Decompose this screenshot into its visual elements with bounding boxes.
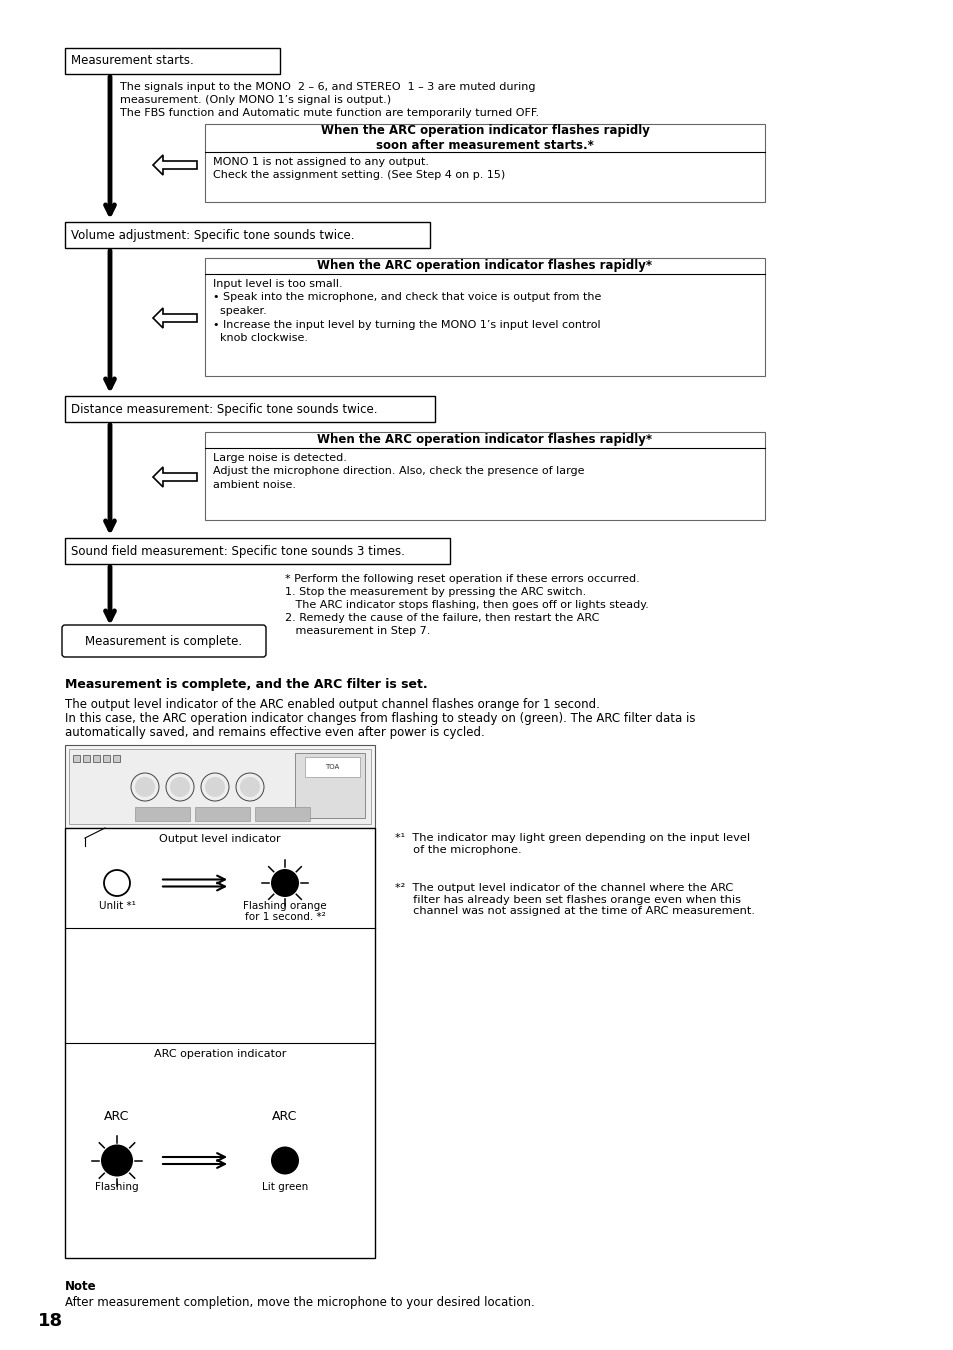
Text: Large noise is detected.: Large noise is detected. [213,454,347,463]
Circle shape [271,1146,298,1174]
Text: Input level is too small.: Input level is too small. [213,279,342,289]
Text: knob clockwise.: knob clockwise. [213,333,308,343]
Text: • Speak into the microphone, and check that voice is output from the: • Speak into the microphone, and check t… [213,293,600,302]
Text: TOA: TOA [325,764,338,769]
Text: ARC: ARC [272,1111,297,1123]
Bar [73,755,80,761]
Circle shape [205,778,225,796]
FancyBboxPatch shape [62,625,266,657]
Text: ARC operation indicator: ARC operation indicator [153,1049,286,1058]
Text: When the ARC operation indicator flashes rapidly*: When the ARC operation indicator flashes… [317,259,652,273]
Text: Output level indicator: Output level indicator [159,834,280,844]
Text: ambient noise.: ambient noise. [213,481,295,490]
Text: measurement. (Only MONO 1’s signal is output.): measurement. (Only MONO 1’s signal is ou… [120,95,391,105]
Text: *¹  The indicator may light green depending on the input level
     of the micro: *¹ The indicator may light green dependi… [395,833,749,855]
Bar [103,755,110,761]
Text: Unlit *¹: Unlit *¹ [98,900,135,911]
Text: Note: Note [65,1280,96,1293]
Text: *²  The output level indicator of the channel where the ARC
     filter has alre: *² The output level indicator of the cha… [395,883,754,917]
Text: Distance measurement: Specific tone sounds twice.: Distance measurement: Specific tone soun… [71,402,377,416]
Bar [65,221,430,248]
Bar [69,749,371,824]
Text: Check the assignment setting. (See Step 4 on p. 15): Check the assignment setting. (See Step … [213,170,505,181]
Polygon shape [152,467,196,487]
Text: After measurement completion, move the microphone to your desired location.: After measurement completion, move the m… [65,1296,535,1310]
Bar [254,807,310,821]
Text: ARC: ARC [104,1111,130,1123]
Bar [205,432,764,520]
Bar [194,807,250,821]
Bar [65,828,375,1258]
Circle shape [101,1145,132,1176]
Bar [83,755,90,761]
Text: The ARC indicator stops flashing, then goes off or lights steady.: The ARC indicator stops flashing, then g… [285,599,648,610]
Text: 1. Stop the measurement by pressing the ARC switch.: 1. Stop the measurement by pressing the … [285,587,586,597]
Text: Flashing orange: Flashing orange [243,900,327,911]
Text: Flashing: Flashing [95,1183,139,1192]
Circle shape [271,869,298,896]
Text: The signals input to the MONO  2 – 6, and STEREO  1 – 3 are muted during: The signals input to the MONO 2 – 6, and… [120,82,535,92]
Text: 18: 18 [38,1312,63,1330]
Bar [112,755,120,761]
Text: automatically saved, and remains effective even after power is cycled.: automatically saved, and remains effecti… [65,726,484,738]
Text: Volume adjustment: Specific tone sounds twice.: Volume adjustment: Specific tone sounds … [71,228,355,242]
Bar [92,755,100,761]
Bar [135,807,190,821]
Text: The output level indicator of the ARC enabled output channel flashes orange for : The output level indicator of the ARC en… [65,698,599,711]
Text: In this case, the ARC operation indicator changes from flashing to steady on (gr: In this case, the ARC operation indicato… [65,711,695,725]
Text: Lit green: Lit green [262,1183,308,1192]
Bar [205,258,764,377]
Polygon shape [152,155,196,176]
Circle shape [240,778,260,796]
Text: Measurement is complete.: Measurement is complete. [86,634,242,648]
Text: Adjust the microphone direction. Also, check the presence of large: Adjust the microphone direction. Also, c… [213,467,584,477]
Circle shape [135,778,154,796]
Bar [305,757,359,778]
Bar [294,753,365,818]
Text: measurement in Step 7.: measurement in Step 7. [285,626,430,636]
Text: Sound field measurement: Specific tone sounds 3 times.: Sound field measurement: Specific tone s… [71,544,404,558]
Text: Measurement starts.: Measurement starts. [71,54,193,68]
Bar [205,124,764,202]
Text: Measurement is complete, and the ARC filter is set.: Measurement is complete, and the ARC fil… [65,678,427,691]
Text: speaker.: speaker. [213,306,267,316]
Bar [65,745,375,828]
Bar [65,396,435,423]
Text: When the ARC operation indicator flashes rapidly
soon after measurement starts.*: When the ARC operation indicator flashes… [320,124,649,153]
Bar [65,49,280,74]
Text: MONO 1 is not assigned to any output.: MONO 1 is not assigned to any output. [213,157,429,167]
Text: The FBS function and Automatic mute function are temporarily turned OFF.: The FBS function and Automatic mute func… [120,108,538,117]
Bar [65,539,450,564]
Text: When the ARC operation indicator flashes rapidly*: When the ARC operation indicator flashes… [317,433,652,447]
Text: • Increase the input level by turning the MONO 1’s input level control: • Increase the input level by turning th… [213,320,600,329]
Circle shape [170,778,190,796]
Text: for 1 second. *²: for 1 second. *² [244,913,325,922]
Polygon shape [152,308,196,328]
Text: 2. Remedy the cause of the failure, then restart the ARC: 2. Remedy the cause of the failure, then… [285,613,598,622]
Text: * Perform the following reset operation if these errors occurred.: * Perform the following reset operation … [285,574,639,585]
